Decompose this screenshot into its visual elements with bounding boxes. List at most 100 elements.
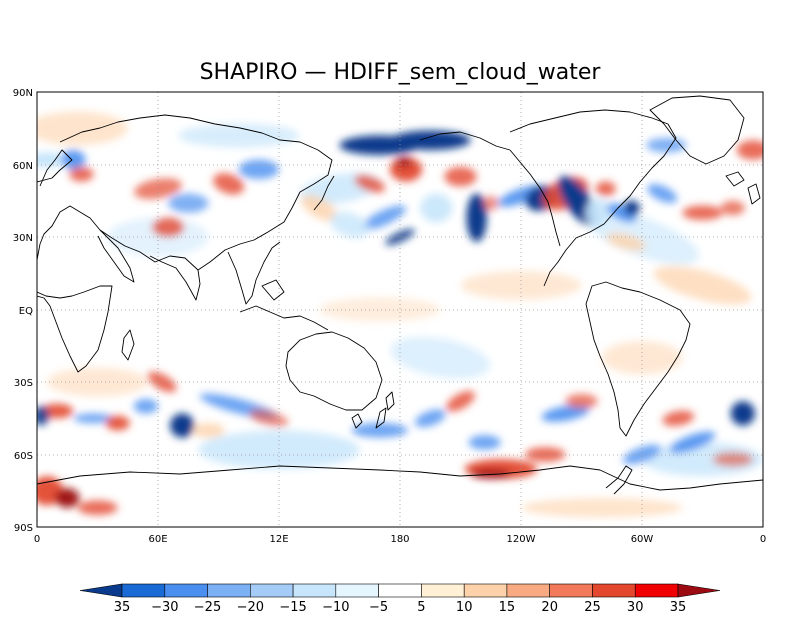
colorbar-bin-9	[506, 583, 550, 598]
anomaly-blob-72	[662, 410, 695, 427]
anomaly-blob-71	[622, 444, 662, 465]
graticule	[37, 92, 763, 527]
anomaly-blob-55	[192, 423, 225, 438]
anomaly-blob-24	[390, 130, 471, 150]
colorbar-label: −10	[322, 600, 349, 615]
anomaly-blob-40	[595, 181, 616, 196]
colorbar-label: −30	[151, 600, 178, 615]
lat-label: 60S	[14, 451, 33, 462]
colorbar-label: 25	[584, 600, 601, 615]
anomaly-blob-42	[623, 200, 640, 216]
colorbar-bin-1	[164, 583, 208, 598]
anomaly-blob-45	[720, 200, 745, 216]
colorbar-bin-4	[292, 583, 337, 598]
anomaly-blob-61	[77, 500, 118, 515]
lon-label: 120W	[507, 534, 536, 545]
colorbar-bin-3	[250, 583, 294, 598]
anomaly-blob-70	[565, 394, 598, 409]
lon-label: 180	[390, 534, 409, 545]
lon-label: 0	[760, 534, 766, 545]
anomaly-blob-28	[354, 175, 386, 193]
colorbar-label: 35	[114, 600, 131, 615]
anomaly-blob-43	[647, 184, 678, 203]
lon-label: 0	[34, 534, 40, 545]
colorbar-label: 10	[456, 600, 473, 615]
anomaly-blob-46	[646, 137, 687, 153]
anomaly-blob-60	[55, 488, 80, 508]
lat-label: 30N	[13, 233, 33, 244]
colorbar-bin-8	[463, 583, 508, 598]
anomaly-blob-68	[525, 447, 566, 462]
colorbar-label: −25	[194, 600, 221, 615]
anomaly-blob-75	[712, 452, 753, 467]
colorbar-bin-7	[421, 583, 465, 598]
colorbar-bin-2	[207, 583, 251, 598]
lat-label: EQ	[19, 306, 33, 317]
anomaly-blob-58	[37, 406, 50, 426]
anomaly-blob-22	[301, 194, 338, 222]
anomaly-blob-10	[601, 340, 683, 375]
colorbar-bin-5	[335, 583, 379, 598]
anomaly-blob-16	[69, 166, 94, 182]
colorbar-bin-0	[121, 583, 166, 598]
colorbar-label: 20	[541, 600, 558, 615]
anomaly-blob-27	[444, 166, 477, 187]
colorbar-label: 15	[499, 600, 516, 615]
map-title: SHAPIRO — HDIFF_sem_cloud_water	[200, 60, 602, 85]
map-area	[37, 92, 763, 527]
colorbar-label: −20	[237, 600, 264, 615]
anomaly-blob-1	[178, 123, 300, 148]
anomaly-blob-52	[133, 398, 158, 414]
anomaly-blob-20	[168, 193, 209, 213]
anomaly-blob-64	[446, 391, 475, 412]
anomaly-blob-50	[73, 413, 114, 424]
anomaly-blob-49	[41, 403, 74, 419]
colorbar-label: 5	[417, 600, 425, 615]
longitude-axis: 0 60E 12E 180 120W 60W 0	[34, 534, 766, 545]
lat-label: 90N	[13, 88, 33, 99]
anomaly-blob-14	[37, 152, 68, 167]
anomaly-blob-69	[541, 405, 590, 422]
colorbar-bin-12	[634, 583, 679, 598]
lon-label: 60W	[631, 534, 654, 545]
anomaly-blob-48	[606, 233, 646, 251]
map-frame	[36, 91, 764, 528]
anomaly-blob-44	[682, 205, 723, 221]
colorbar-bin-10	[549, 583, 593, 598]
anomaly-blob-30	[482, 195, 499, 211]
anomaly-blob-47	[736, 140, 763, 160]
anomaly-blob-18	[238, 159, 279, 179]
colorbar-label: −5	[369, 600, 388, 615]
colorbar-label: 30	[627, 600, 644, 615]
anomaly-blob-65	[468, 435, 501, 450]
anomaly-blob-74	[730, 401, 755, 426]
anomaly-blob-62	[351, 423, 408, 438]
lat-label: 90S	[14, 523, 33, 534]
anomaly-blob-41	[606, 203, 637, 223]
colorbar-label: −15	[279, 600, 306, 615]
coastlines	[37, 95, 763, 495]
anomaly-blob-51	[105, 415, 130, 431]
anomaly-blob-5	[653, 266, 752, 305]
lat-label: 60N	[13, 161, 33, 172]
anomaly-blob-29	[466, 193, 487, 242]
anomaly-blob-11	[198, 430, 360, 470]
anomaly-blob-7	[319, 297, 441, 322]
anomaly-blob-57	[249, 409, 289, 428]
colorbar-label: 35	[670, 600, 687, 615]
anomaly-blob-21	[152, 217, 185, 237]
latitude-axis: 90N 60N 30N EQ 30S 60S 90S	[13, 88, 33, 534]
lon-label: 12E	[269, 534, 288, 545]
anomaly-field	[37, 111, 763, 518]
lon-label: 60E	[148, 534, 167, 545]
anomaly-blob-33	[330, 211, 370, 239]
anomaly-blob-63	[414, 409, 446, 428]
colorbar-min-arrow	[79, 583, 123, 598]
anomaly-blob-19	[213, 173, 245, 195]
anomaly-blob-67	[470, 469, 511, 479]
colorbar: 35 −30 −25 −20 −15 −10 −5 5 10 15 20 25 30 35	[79, 583, 721, 615]
lat-label: 30S	[14, 378, 33, 389]
colorbar-bin-11	[592, 583, 636, 598]
anomaly-blob-39	[585, 198, 610, 228]
